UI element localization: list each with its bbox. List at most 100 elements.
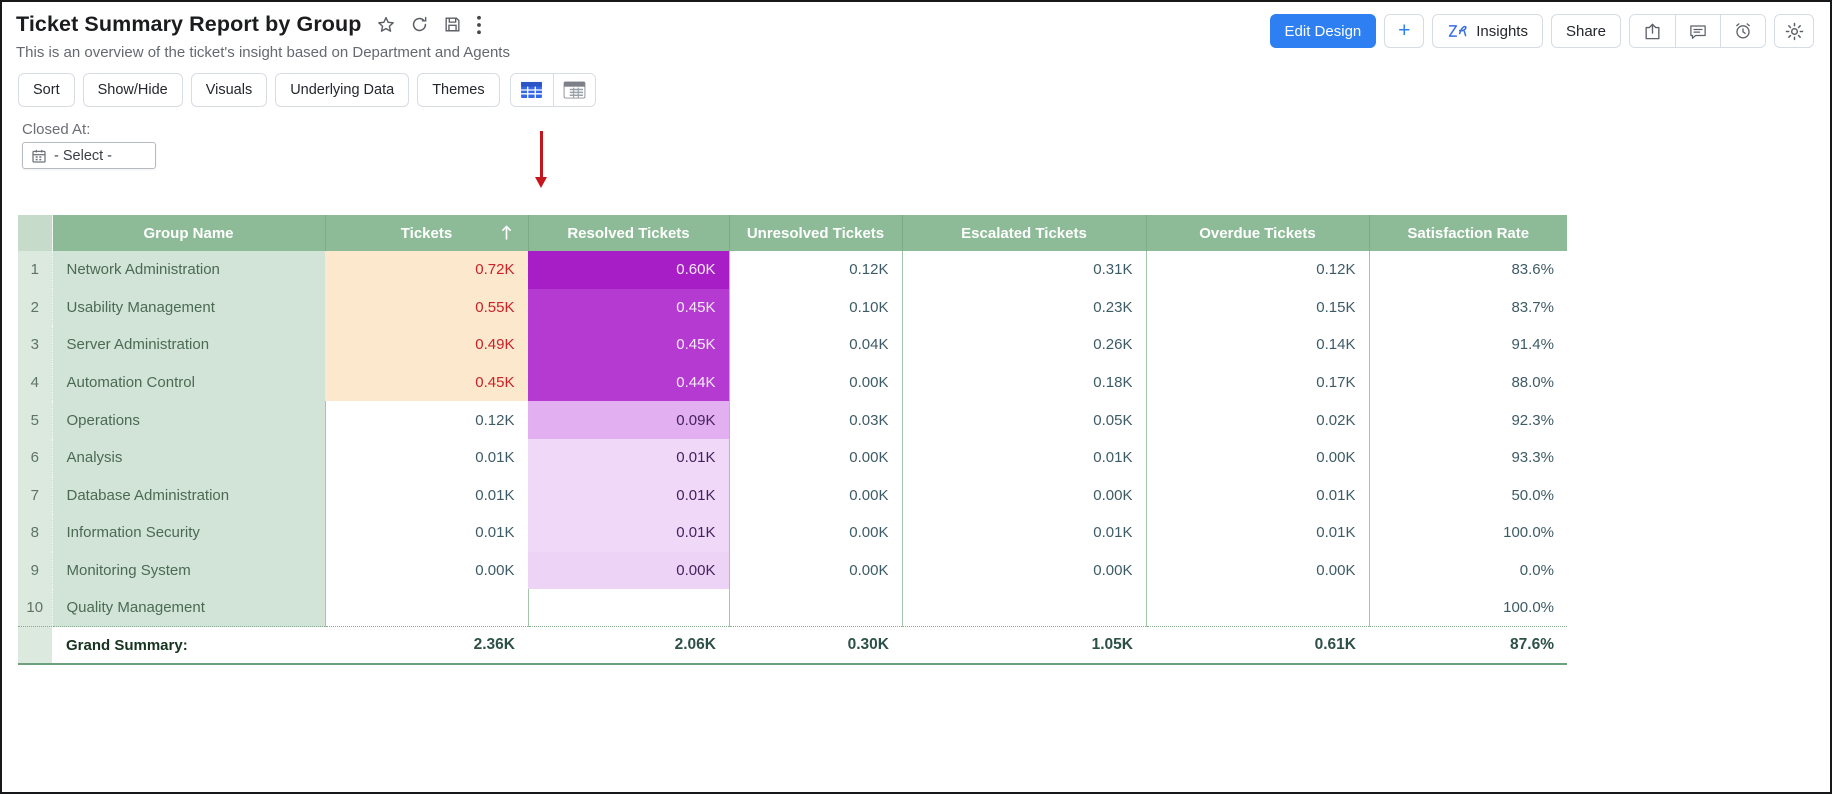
cell-satisfaction[interactable]: 100.0% <box>1368 589 1567 627</box>
cell-tickets[interactable]: 0.01K <box>324 438 528 477</box>
sort-button[interactable]: Sort <box>18 73 75 107</box>
cell-satisfaction[interactable]: 83.6% <box>1368 251 1567 289</box>
cell-overdue[interactable]: 0.02K <box>1145 401 1369 439</box>
cell-resolved[interactable]: 0.44K <box>528 363 729 402</box>
cell-group-name[interactable]: Information Security <box>51 514 325 552</box>
cell-escalated[interactable] <box>901 589 1146 627</box>
cell-group-name[interactable]: Network Administration <box>51 251 325 289</box>
cell-resolved[interactable]: 0.45K <box>528 326 729 364</box>
add-button[interactable]: + <box>1384 14 1425 48</box>
alarm-button[interactable] <box>1720 15 1765 47</box>
secondary-actions-group <box>1629 14 1766 48</box>
export-button[interactable] <box>1630 15 1675 47</box>
cell-unresolved[interactable]: 0.04K <box>728 326 902 364</box>
table-view-icon <box>520 81 543 99</box>
column-header-satisfaction-rate[interactable]: Satisfaction Rate <box>1368 215 1567 251</box>
cell-unresolved[interactable]: 0.00K <box>728 438 902 477</box>
cell-overdue[interactable]: 0.01K <box>1145 514 1369 552</box>
cell-group-name[interactable]: Server Administration <box>51 326 325 364</box>
cell-overdue[interactable]: 0.00K <box>1145 438 1369 477</box>
cell-satisfaction[interactable]: 83.7% <box>1368 288 1567 327</box>
refresh-icon[interactable] <box>410 15 429 34</box>
insights-button[interactable]: Insights <box>1432 14 1543 48</box>
cell-satisfaction[interactable]: 88.0% <box>1368 363 1567 402</box>
cell-satisfaction[interactable]: 50.0% <box>1368 476 1567 515</box>
cell-tickets[interactable]: 0.01K <box>324 476 528 515</box>
pivot-view-button[interactable] <box>552 74 595 106</box>
cell-escalated[interactable]: 0.01K <box>901 438 1146 477</box>
star-icon[interactable] <box>376 15 396 35</box>
cell-satisfaction[interactable]: 92.3% <box>1368 401 1567 439</box>
cell-escalated[interactable]: 0.31K <box>901 251 1146 289</box>
cell-overdue[interactable]: 0.12K <box>1145 251 1369 289</box>
cell-resolved[interactable]: 0.09K <box>528 401 729 439</box>
cell-group-name[interactable]: Automation Control <box>51 363 325 402</box>
cell-overdue[interactable]: 0.17K <box>1145 363 1369 402</box>
cell-unresolved[interactable]: 0.12K <box>728 251 902 289</box>
column-header-escalated-tickets[interactable]: Escalated Tickets <box>901 215 1146 251</box>
cell-unresolved[interactable]: 0.03K <box>728 401 902 439</box>
cell-tickets[interactable]: 0.00K <box>324 551 528 590</box>
cell-group-name[interactable]: Usability Management <box>51 288 325 327</box>
cell-satisfaction[interactable]: 0.0% <box>1368 551 1567 590</box>
closed-at-select[interactable]: - Select - <box>22 142 156 169</box>
cell-resolved[interactable]: 0.00K <box>528 551 729 590</box>
cell-satisfaction[interactable]: 93.3% <box>1368 438 1567 477</box>
cell-overdue[interactable]: 0.15K <box>1145 288 1369 327</box>
cell-unresolved[interactable]: 0.00K <box>728 514 902 552</box>
table-view-button[interactable] <box>510 74 553 106</box>
cell-tickets[interactable]: 0.12K <box>324 401 528 439</box>
cell-escalated[interactable]: 0.01K <box>901 514 1146 552</box>
share-button[interactable]: Share <box>1550 14 1621 48</box>
cell-group-name[interactable]: Quality Management <box>51 589 325 627</box>
kebab-menu-icon[interactable] <box>476 15 482 35</box>
cell-unresolved[interactable]: 0.10K <box>728 288 902 327</box>
cell-tickets[interactable]: 0.45K <box>325 363 528 402</box>
cell-escalated[interactable]: 0.23K <box>901 288 1146 327</box>
save-icon[interactable] <box>443 15 462 34</box>
summary-overdue-tickets: 0.61K <box>1146 626 1369 665</box>
cell-satisfaction[interactable]: 91.4% <box>1368 326 1567 364</box>
settings-button[interactable] <box>1774 14 1814 48</box>
cell-unresolved[interactable]: 0.00K <box>728 551 902 590</box>
cell-group-name[interactable]: Analysis <box>51 438 325 477</box>
edit-design-button[interactable]: Edit Design <box>1269 14 1377 48</box>
cell-satisfaction[interactable]: 100.0% <box>1368 514 1567 552</box>
cell-escalated[interactable]: 0.18K <box>901 363 1146 402</box>
themes-button[interactable]: Themes <box>417 73 500 107</box>
column-header-tickets[interactable]: Tickets <box>324 215 528 251</box>
cell-tickets[interactable]: 0.55K <box>325 288 528 327</box>
cell-tickets[interactable] <box>324 589 528 627</box>
cell-resolved[interactable]: 0.01K <box>528 514 729 552</box>
cell-resolved[interactable]: 0.45K <box>528 288 729 327</box>
cell-group-name[interactable]: Monitoring System <box>51 551 325 590</box>
cell-resolved[interactable]: 0.60K <box>528 251 729 289</box>
cell-group-name[interactable]: Operations <box>51 401 325 439</box>
show-hide-button[interactable]: Show/Hide <box>82 73 183 107</box>
cell-overdue[interactable]: 0.01K <box>1145 476 1369 515</box>
cell-resolved[interactable]: 0.01K <box>528 476 729 515</box>
column-header-resolved-tickets[interactable]: Resolved Tickets <box>527 215 729 251</box>
cell-escalated[interactable]: 0.00K <box>901 476 1146 515</box>
cell-escalated[interactable]: 0.05K <box>901 401 1146 439</box>
cell-escalated[interactable]: 0.00K <box>901 551 1146 590</box>
cell-overdue[interactable] <box>1145 589 1369 627</box>
cell-escalated[interactable]: 0.26K <box>901 326 1146 364</box>
cell-resolved[interactable]: 0.01K <box>528 438 729 477</box>
column-header-overdue-tickets[interactable]: Overdue Tickets <box>1145 215 1369 251</box>
cell-overdue[interactable]: 0.14K <box>1145 326 1369 364</box>
visuals-button[interactable]: Visuals <box>190 73 268 107</box>
cell-unresolved[interactable] <box>728 589 902 627</box>
column-header-group-name[interactable]: Group Name <box>51 215 325 251</box>
cell-overdue[interactable]: 0.00K <box>1145 551 1369 590</box>
cell-unresolved[interactable]: 0.00K <box>728 476 902 515</box>
underlying-data-button[interactable]: Underlying Data <box>275 73 410 107</box>
cell-unresolved[interactable]: 0.00K <box>728 363 902 402</box>
comment-button[interactable] <box>1675 15 1720 47</box>
column-header-unresolved-tickets[interactable]: Unresolved Tickets <box>728 215 902 251</box>
cell-tickets[interactable]: 0.01K <box>324 514 528 552</box>
cell-resolved[interactable] <box>527 589 729 627</box>
cell-tickets[interactable]: 0.72K <box>325 251 528 289</box>
cell-tickets[interactable]: 0.49K <box>325 326 528 364</box>
cell-group-name[interactable]: Database Administration <box>51 476 325 515</box>
